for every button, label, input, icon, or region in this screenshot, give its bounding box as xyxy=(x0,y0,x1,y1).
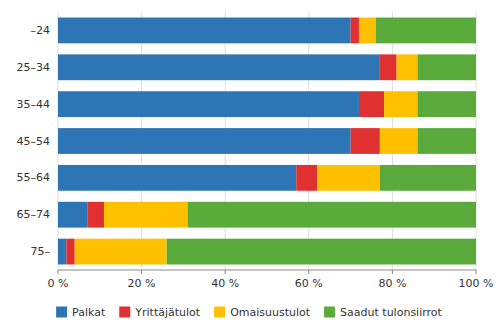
x-axis-line xyxy=(58,270,476,271)
bar xyxy=(417,54,476,80)
grid xyxy=(58,12,476,270)
bar xyxy=(397,54,418,80)
bar xyxy=(296,165,317,191)
category-label: 65–74 xyxy=(17,208,51,221)
legend-label: Palkat xyxy=(72,306,106,319)
x-tick-label: 80 % xyxy=(378,277,406,290)
bar xyxy=(58,91,359,117)
bars xyxy=(58,18,476,265)
bar xyxy=(75,239,167,265)
bar xyxy=(58,18,351,44)
bar xyxy=(58,239,66,265)
bar xyxy=(188,202,476,228)
bar xyxy=(384,91,417,117)
bar xyxy=(58,128,351,154)
category-label: 55–64 xyxy=(17,171,51,184)
bar xyxy=(417,128,476,154)
bar xyxy=(87,202,104,228)
x-tick xyxy=(58,270,59,274)
bar xyxy=(317,165,380,191)
x-tick xyxy=(392,270,393,274)
legend-swatch xyxy=(119,307,130,318)
legend-swatch xyxy=(324,307,335,318)
x-tick xyxy=(141,270,142,274)
x-tick-label: 20 % xyxy=(128,277,156,290)
legend: Palkat Yrittäjätulot Omaisuustulot Saadut t… xyxy=(56,306,442,319)
x-tick-label: 0 % xyxy=(48,277,69,290)
x-tick-label: 60 % xyxy=(295,277,323,290)
category-label: 25–34 xyxy=(17,61,51,74)
chart: 0 % 20 % 40 % 60 % 80 % 100 % –24 25–34 35–44 45–… xyxy=(0,0,498,334)
legend-swatch xyxy=(56,307,67,318)
x-tick-label: 40 % xyxy=(211,277,239,290)
y-axis: –24 25–34 35–44 45–54 55–64 65–74 75– xyxy=(17,24,51,258)
legend-label: Omaisuustulot xyxy=(230,306,311,319)
bar xyxy=(359,18,376,44)
bar xyxy=(167,239,476,265)
category-label: 45–54 xyxy=(17,135,51,148)
x-tick xyxy=(476,270,477,274)
bar xyxy=(351,18,359,44)
x-tick xyxy=(225,270,226,274)
bar xyxy=(380,165,476,191)
bar xyxy=(380,54,397,80)
x-tick-label: 100 % xyxy=(459,277,494,290)
legend-label: Yrittäjätulot xyxy=(134,306,201,319)
bar xyxy=(359,91,384,117)
legend-swatch xyxy=(214,307,225,318)
bar xyxy=(351,128,380,154)
bar xyxy=(380,128,418,154)
bar xyxy=(66,239,74,265)
x-axis: 0 % 20 % 40 % 60 % 80 % 100 % xyxy=(48,270,494,290)
category-label: 75– xyxy=(31,245,51,258)
bar xyxy=(58,54,380,80)
bar xyxy=(58,202,87,228)
category-label: 35–44 xyxy=(17,98,51,111)
legend-label: Saadut tulonsiirrot xyxy=(340,306,442,319)
bar xyxy=(376,18,476,44)
x-tick xyxy=(308,270,309,274)
bar xyxy=(417,91,476,117)
bar xyxy=(104,202,188,228)
category-label: –24 xyxy=(31,24,51,37)
bar xyxy=(58,165,296,191)
